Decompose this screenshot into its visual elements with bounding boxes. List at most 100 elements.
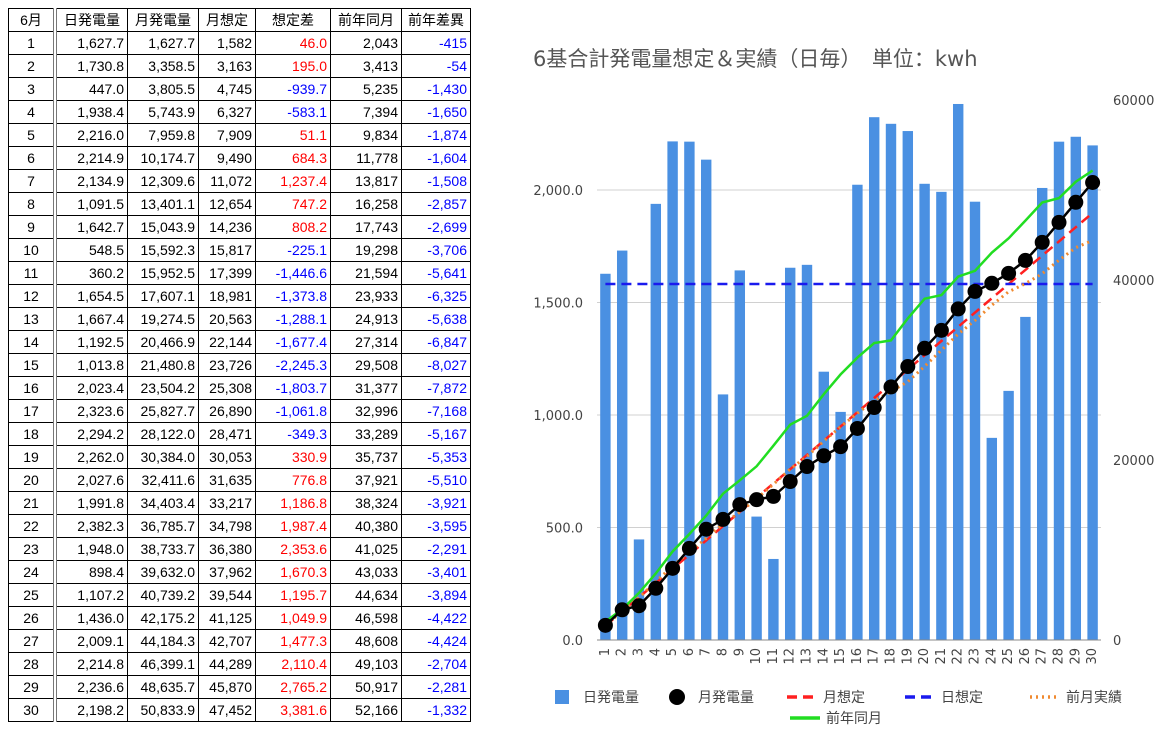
cell-monthly-forecast: 42,707 [198,629,256,653]
cell-day: 2 [8,54,57,78]
x-axis-tick-label: 8 [716,648,731,656]
cell-daily-generation: 2,214.9 [54,146,128,170]
cell-forecast-diff: -1,677.4 [255,330,331,354]
marker-monthly-generation [849,420,865,436]
cell-day: 6 [8,146,57,170]
x-axis-tick-label: 22 [951,648,966,665]
cell-daily-generation: 898.4 [54,560,128,584]
cell-prev-year: 19,298 [330,238,402,262]
marker-monthly-generation [967,283,983,299]
cell-forecast-diff: 776.8 [255,468,331,492]
bar-daily-generation [667,141,678,640]
left-axis-tick-label: 2,000.0 [533,184,583,199]
x-axis-tick-label: 10 [749,648,764,665]
cell-forecast-diff: 1,195.7 [255,583,331,607]
x-axis-tick-label: 17 [867,648,882,665]
bar-daily-generation [936,191,947,640]
x-axis-tick-label: 6 [682,648,697,656]
cell-day: 10 [8,238,57,262]
cell-monthly-generation: 44,184.3 [127,629,199,653]
cell-prev-year-diff: -1,874 [401,123,471,147]
x-axis-tick-label: 19 [900,648,915,665]
cell-forecast-diff: 2,110.4 [255,652,331,676]
cell-monthly-forecast: 37,962 [198,560,256,584]
x-axis-tick-label: 9 [732,648,747,656]
table-row: 23 1,948.0 38,733.7 36,380 2,353.6 41,025 -2,2… [8,537,471,561]
table-row: 5 2,216.0 7,959.8 7,909 51.1 9,834 -1,874 [8,123,471,147]
bar-daily-generation [784,267,796,640]
cell-prev-year: 46,598 [330,606,402,630]
cell-monthly-forecast: 7,909 [198,123,256,147]
cell-forecast-diff: -1,288.1 [255,307,331,331]
cell-prev-year-diff: -1,508 [401,169,471,193]
cell-prev-year-diff: -2,699 [401,215,471,239]
cell-monthly-forecast: 12,654 [198,192,256,216]
cell-day: 17 [8,399,57,423]
legend-label: 前月実績 [1066,689,1122,706]
x-axis-tick-label: 12 [783,648,798,665]
cell-prev-year: 50,917 [330,675,402,699]
bar-daily-generation [1053,141,1065,641]
cell-day: 1 [8,31,57,55]
left-axis-tick-label: 500.0 [546,522,583,537]
cell-monthly-forecast: 44,289 [198,652,256,676]
cell-prev-year-diff: -1,650 [401,100,471,124]
cell-day: 15 [8,353,57,377]
table-row: 17 2,323.6 25,827.7 26,890 -1,061.8 32,996 -7,… [8,399,471,423]
x-axis-tick-label: 18 [884,648,899,665]
cell-daily-generation: 1,730.8 [54,54,128,78]
cell-monthly-forecast: 15,817 [198,238,256,262]
marker-monthly-generation [1017,252,1033,268]
x-axis-tick-label: 15 [833,648,848,665]
cell-forecast-diff: 2,765.2 [255,675,331,699]
cell-monthly-forecast: 30,053 [198,445,256,469]
cell-monthly-generation: 15,592.3 [127,238,199,262]
cell-monthly-generation: 17,607.1 [127,284,199,308]
cell-monthly-generation: 42,175.2 [127,606,199,630]
cell-prev-year: 33,289 [330,422,402,446]
bar-daily-generation [650,203,662,641]
cell-daily-generation: 2,236.6 [54,675,128,699]
cell-prev-year-diff: -2,291 [401,537,471,561]
x-axis-tick-label: 2 [615,648,630,656]
legend-label: 月発電量 [698,690,754,706]
cell-prev-year: 37,921 [330,468,402,492]
cell-monthly-generation: 39,632.0 [127,560,199,584]
cell-monthly-forecast: 17,399 [198,261,256,285]
cell-monthly-generation: 40,739.2 [127,583,199,607]
cell-prev-year: 52,166 [330,698,402,722]
cell-monthly-forecast: 34,798 [198,514,256,538]
cell-monthly-generation: 12,309.6 [127,169,199,193]
marker-monthly-generation [1068,194,1084,210]
table-row: 21 1,991.8 34,403.4 33,217 1,186.8 38,324 -3,9… [8,491,471,515]
cell-forecast-diff: 1,670.3 [255,560,331,584]
right-axis-tick-label: 40000 [1113,274,1154,289]
cell-monthly-forecast: 45,870 [198,675,256,699]
bar-daily-generation [902,131,914,641]
marker-monthly-generation [1034,234,1050,250]
cell-forecast-diff: 1,186.8 [255,491,331,515]
cell-daily-generation: 360.2 [54,261,128,285]
legend-label: 月想定 [823,690,865,706]
bar-daily-generation [969,201,981,640]
cell-daily-generation: 1,667.4 [54,307,128,331]
cell-monthly-generation: 3,805.5 [127,77,199,101]
header-monthly-forecast: 月想定 [198,8,256,32]
line-prev-year [604,169,1094,623]
x-axis-tick-label: 11 [766,648,781,665]
cell-prev-year: 23,933 [330,284,402,308]
cell-forecast-diff: -2,245.3 [255,353,331,377]
cell-prev-year: 9,834 [330,123,402,147]
x-axis-tick-label: 1 [598,648,613,656]
cell-prev-year: 43,033 [330,560,402,584]
cell-prev-year-diff: -1,430 [401,77,471,101]
table-row: 6 2,214.9 10,174.7 9,490 684.3 11,778 -1,604 [8,146,471,170]
header-daily-generation: 日発電量 [54,8,128,32]
legend-label: 日発電量 [583,690,639,706]
cell-monthly-generation: 19,274.5 [127,307,199,331]
x-axis-tick-label: 3 [632,648,647,656]
table-row: 20 2,027.6 32,411.6 31,635 776.8 37,921 -5,510 [8,468,471,492]
cell-monthly-forecast: 28,471 [198,422,256,446]
x-axis-tick-label: 29 [1068,648,1083,665]
cell-day: 21 [8,491,57,515]
